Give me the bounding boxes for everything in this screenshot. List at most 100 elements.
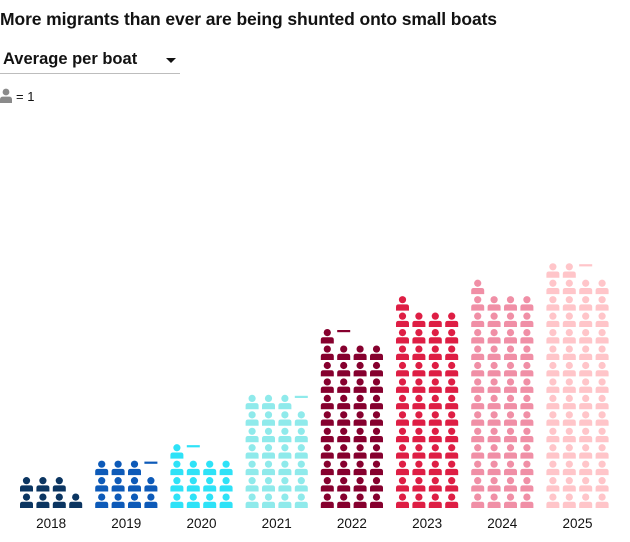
person-icon-head bbox=[415, 460, 423, 468]
person-icon bbox=[562, 411, 576, 426]
person-icon-body bbox=[245, 436, 259, 443]
person-icon-head bbox=[72, 493, 80, 501]
person-icon-head bbox=[565, 444, 573, 452]
person-icon bbox=[546, 279, 560, 295]
person-icon bbox=[546, 460, 560, 476]
person-icon bbox=[520, 460, 534, 476]
person-icon-body bbox=[520, 501, 534, 508]
person-icon bbox=[520, 444, 534, 459]
person-icon bbox=[294, 411, 308, 426]
person-icon-head bbox=[582, 279, 590, 287]
person-icon-body bbox=[487, 403, 501, 410]
person-icon-body bbox=[262, 485, 275, 492]
person-icon bbox=[579, 279, 593, 295]
person-icon-body bbox=[595, 320, 609, 328]
person-icon-body bbox=[412, 452, 426, 459]
person-icon-head bbox=[264, 460, 273, 468]
person-icon-head bbox=[474, 460, 482, 468]
person-icon-body bbox=[370, 403, 383, 410]
person-icon-body bbox=[245, 403, 259, 410]
person-icon-body bbox=[487, 370, 501, 377]
person-icon-head bbox=[523, 394, 531, 402]
person-icon-body bbox=[128, 501, 141, 508]
person-icon-body bbox=[562, 304, 576, 311]
person-icon-head bbox=[582, 394, 590, 402]
person-icon-body bbox=[520, 468, 534, 476]
person-icon-head bbox=[431, 477, 439, 485]
person-icon bbox=[546, 263, 560, 278]
person-icon bbox=[170, 460, 184, 476]
person-icon bbox=[170, 444, 184, 459]
person-icon bbox=[0, 88, 12, 103]
person-icon bbox=[278, 444, 292, 459]
person-icon-head bbox=[490, 378, 498, 386]
person-icon bbox=[471, 361, 485, 377]
person-icon bbox=[412, 493, 426, 508]
person-icon-body bbox=[370, 353, 383, 360]
person-icon-body bbox=[546, 485, 560, 492]
person-icon bbox=[520, 493, 534, 508]
person-icon bbox=[203, 493, 217, 508]
person-icon bbox=[203, 460, 217, 476]
x-tick-label: 2025 bbox=[562, 516, 592, 531]
person-icon bbox=[396, 493, 409, 508]
person-icon-body bbox=[320, 403, 334, 410]
person-icon-head bbox=[398, 312, 407, 320]
person-icon-head bbox=[372, 394, 381, 402]
person-icon-body bbox=[445, 337, 459, 344]
person-icon-body bbox=[504, 419, 517, 426]
person-icon-head bbox=[506, 427, 515, 435]
person-icon-body bbox=[487, 320, 501, 328]
person-icon-body bbox=[428, 403, 442, 410]
person-icon-body bbox=[445, 353, 459, 360]
measure-dropdown[interactable]: Average per boat bbox=[0, 48, 180, 74]
person-icon bbox=[337, 411, 351, 426]
person-icon-head bbox=[490, 411, 498, 419]
legend-text: = 1 bbox=[16, 88, 35, 104]
person-icon-head bbox=[431, 460, 439, 468]
person-icon bbox=[579, 493, 593, 508]
person-icon bbox=[353, 411, 367, 426]
person-icon-body bbox=[520, 386, 534, 393]
person-icon-body bbox=[396, 304, 409, 311]
person-icon-body bbox=[471, 370, 485, 377]
person-icon bbox=[428, 394, 442, 410]
person-icon bbox=[245, 411, 259, 426]
person-icon-head bbox=[431, 345, 439, 353]
person-icon-head bbox=[264, 444, 273, 452]
person-icon-body bbox=[245, 452, 259, 459]
person-icon-body bbox=[546, 304, 560, 311]
person-icon-head bbox=[340, 394, 348, 402]
person-icon-body bbox=[562, 337, 576, 344]
person-icon bbox=[412, 477, 426, 492]
person-icon-head bbox=[506, 329, 515, 337]
person-icon-head bbox=[431, 361, 439, 370]
person-icon-body bbox=[595, 403, 609, 410]
person-icon bbox=[504, 477, 517, 492]
person-icon-head bbox=[448, 312, 456, 320]
person-icon-head bbox=[549, 378, 557, 386]
person-icon-body bbox=[320, 452, 334, 459]
person-icon-body bbox=[579, 370, 593, 377]
person-icon-head bbox=[248, 427, 256, 435]
person-icon-head bbox=[582, 312, 590, 320]
person-icon bbox=[36, 477, 50, 492]
person-icon-body bbox=[144, 485, 158, 492]
person-icon bbox=[428, 477, 442, 492]
person-icon-body bbox=[520, 370, 534, 377]
person-icon-body bbox=[520, 436, 534, 443]
person-icon bbox=[245, 394, 259, 410]
person-icon-body bbox=[245, 419, 259, 426]
person-icon bbox=[412, 378, 426, 393]
person-icon-body bbox=[579, 419, 593, 426]
partial-person-icon bbox=[579, 264, 593, 267]
person-icon-head bbox=[297, 460, 305, 468]
person-icon bbox=[396, 329, 409, 344]
person-icon bbox=[353, 493, 367, 508]
person-icon-body bbox=[412, 353, 426, 360]
person-icon-head bbox=[130, 460, 139, 468]
person-icon-head bbox=[281, 444, 289, 452]
person-icon-body bbox=[337, 485, 351, 492]
person-icon-body bbox=[487, 337, 501, 344]
person-icon-body bbox=[370, 436, 383, 443]
